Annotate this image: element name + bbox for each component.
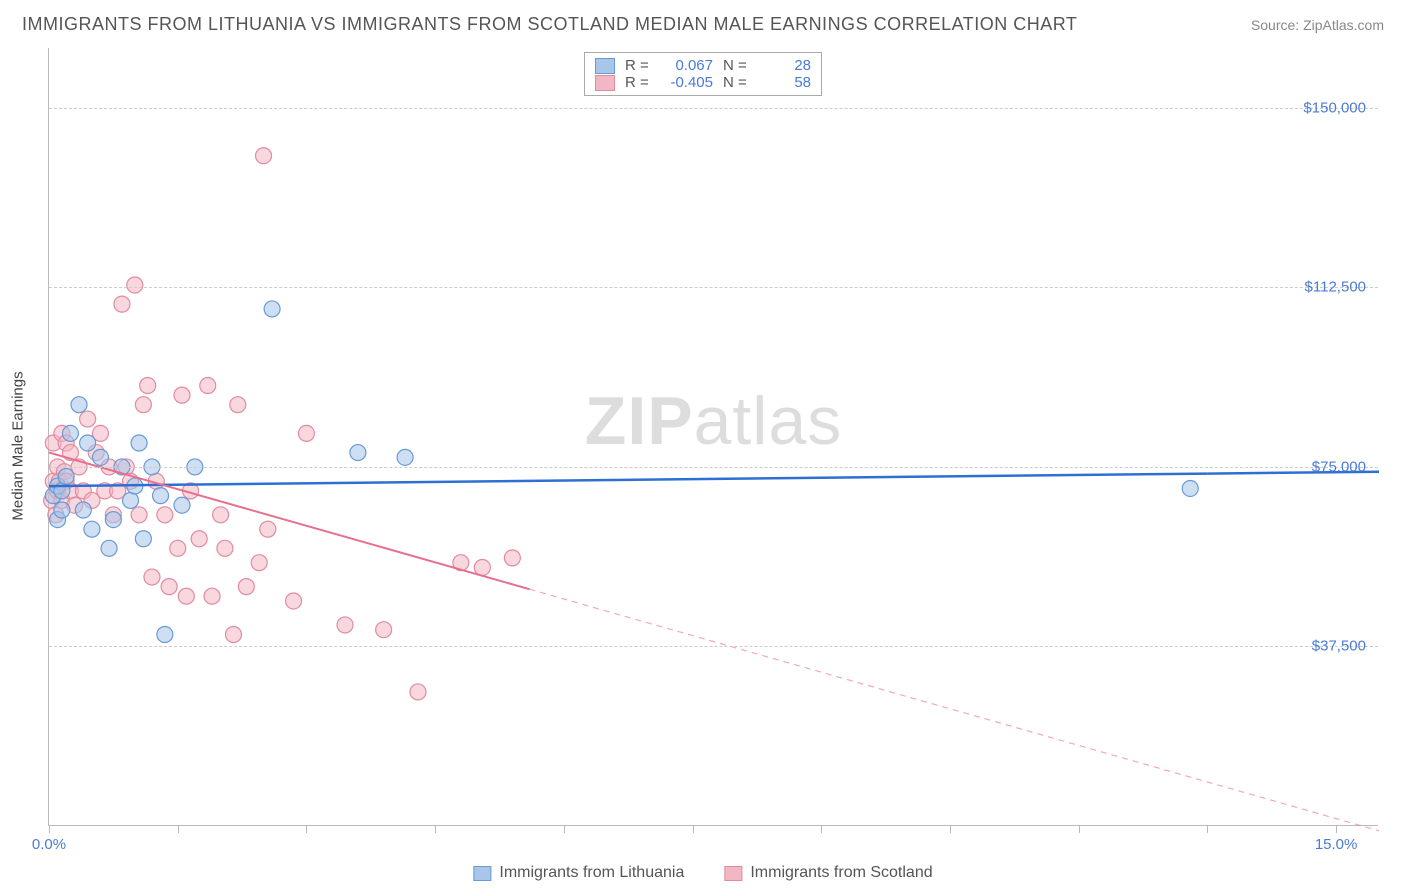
x-tick xyxy=(435,825,436,833)
chart-area: ZIPatlas $37,500$75,000$112,500$150,0000… xyxy=(48,48,1378,826)
scatter-plot xyxy=(49,48,1378,825)
n-label: N = xyxy=(723,57,751,74)
x-tick xyxy=(1079,825,1080,833)
title-bar: IMMIGRANTS FROM LITHUANIA VS IMMIGRANTS … xyxy=(0,0,1406,45)
legend-correlation-row: R = 0.067 N = 28 xyxy=(595,57,811,74)
x-tick xyxy=(1207,825,1208,833)
legend-series-item: Immigrants from Lithuania xyxy=(473,864,684,882)
y-tick-label: $150,000 xyxy=(1303,99,1366,116)
legend-series: Immigrants from Lithuania Immigrants from… xyxy=(473,864,932,882)
legend-series-label: Immigrants from Lithuania xyxy=(499,864,684,882)
x-tick xyxy=(950,825,951,833)
y-axis-label: Median Male Earnings xyxy=(10,371,27,520)
y-tick-label: $112,500 xyxy=(1305,279,1366,296)
chart-title: IMMIGRANTS FROM LITHUANIA VS IMMIGRANTS … xyxy=(22,14,1077,35)
legend-series-label: Immigrants from Scotland xyxy=(750,864,932,882)
legend-swatch xyxy=(724,866,742,881)
gridline xyxy=(49,108,1378,109)
x-tick xyxy=(49,825,50,833)
r-value: -0.405 xyxy=(663,74,713,91)
x-tick xyxy=(821,825,822,833)
r-label: R = xyxy=(625,74,653,91)
y-tick-label: $75,000 xyxy=(1312,458,1366,475)
legend-swatch xyxy=(473,866,491,881)
legend-swatch xyxy=(595,75,615,91)
y-tick-label: $37,500 xyxy=(1312,638,1366,655)
x-tick-label: 15.0% xyxy=(1315,836,1358,853)
x-tick xyxy=(178,825,179,833)
x-tick xyxy=(1336,825,1337,833)
gridline xyxy=(49,467,1378,468)
legend-correlation-row: R = -0.405 N = 58 xyxy=(595,74,811,91)
source-label: Source: ZipAtlas.com xyxy=(1251,17,1384,33)
x-tick-label: 0.0% xyxy=(32,836,66,853)
legend-series-item: Immigrants from Scotland xyxy=(724,864,932,882)
x-tick xyxy=(306,825,307,833)
n-value: 28 xyxy=(761,57,811,74)
n-label: N = xyxy=(723,74,751,91)
gridline xyxy=(49,287,1378,288)
x-tick xyxy=(564,825,565,833)
x-tick xyxy=(693,825,694,833)
r-value: 0.067 xyxy=(663,57,713,74)
r-label: R = xyxy=(625,57,653,74)
legend-correlation: R = 0.067 N = 28 R = -0.405 N = 58 xyxy=(584,52,822,96)
gridline xyxy=(49,646,1378,647)
legend-swatch xyxy=(595,58,615,74)
n-value: 58 xyxy=(761,74,811,91)
